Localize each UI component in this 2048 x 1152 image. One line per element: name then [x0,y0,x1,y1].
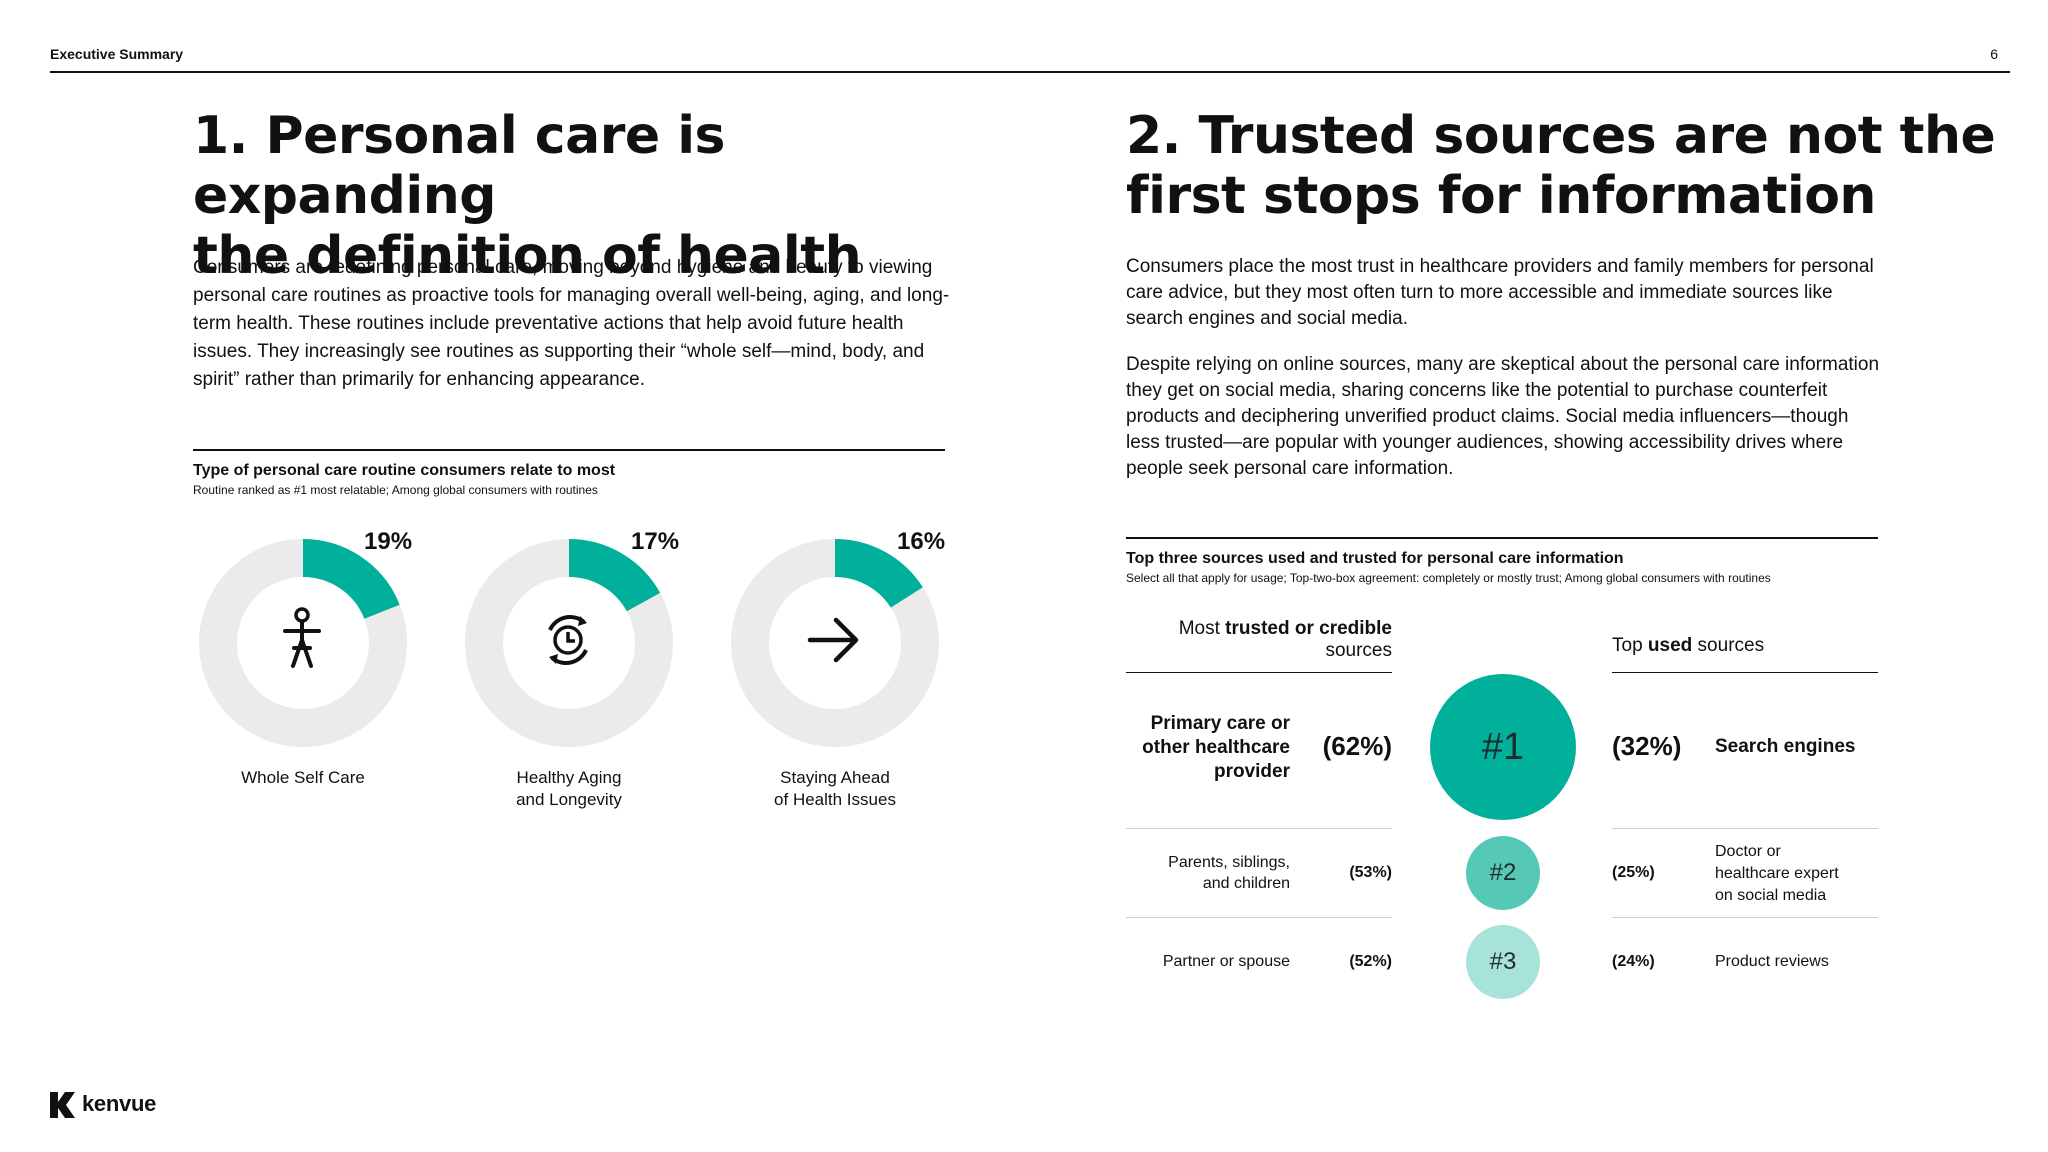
row3-trusted-pct: (52%) [1349,953,1392,970]
row1-trusted-l3: provider [1213,761,1290,782]
donut-label-healthy-aging-l1: Healthy Aging [516,768,622,787]
donut-pct-whole-self: 19% [364,528,413,555]
donut-segment [302,539,400,620]
row2-trusted-source: Parents, siblings, and children [1110,852,1290,894]
used-column-header: Top used sources [1612,635,1878,657]
header-divider [50,71,2010,73]
row2-trusted-l2: and children [1202,875,1290,892]
trusted-column-header: Most trusted or credible sources [1126,618,1392,662]
right-body-2: Despite relying on online sources, many … [1126,354,1880,479]
rank-1-label: #1 [1481,725,1525,768]
donut-segment [834,539,923,609]
row3-trusted-source: Partner or spouse [1162,953,1290,970]
row1-trusted-l1: Primary care or [1150,713,1290,734]
left-chart-title: Type of personal care routine consumers … [193,462,616,479]
row1-used-source: Search engines [1715,736,1856,757]
row2-used-divider [1612,917,1878,918]
right-body-1: Consumers place the most trust in health… [1126,256,1874,329]
trusted-header-rule [1126,672,1392,673]
donut-label-healthy-aging-l2: and Longevity [516,790,622,809]
donut-charts [199,539,939,747]
trusted-header-bold: trusted or credible [1225,618,1392,639]
rank-1-circle: #1 [1430,674,1576,820]
rank-2-circle: #2 [1466,836,1540,910]
trusted-header-post: sources [1325,640,1392,661]
donut-label-staying-ahead-l1: Staying Ahead [780,768,890,787]
left-title-line2: the definition of health [193,226,862,286]
left-title: 1. Personal care is expanding the defini… [193,106,1033,286]
row1-used-pct: (32%) [1612,731,1682,761]
section-label: Executive Summary [50,46,184,62]
left-chart-rule [193,449,945,451]
row2-trusted-divider [1126,917,1392,918]
clock-cycle-icon [548,615,588,665]
used-header-post: sources [1692,635,1765,656]
row1-trusted-pct: (62%) [1322,731,1392,761]
donut-label-staying-ahead-l2: of Health Issues [774,790,896,809]
row2-used-l2: healthcare expert [1715,865,1839,882]
row2-used-pct: (25%) [1612,864,1655,881]
arrow-right-icon [807,617,859,663]
rank-3-circle: #3 [1466,925,1540,999]
rank-2-label: #2 [1489,859,1517,886]
used-header-bold: used [1647,635,1693,656]
row3-used-pct: (24%) [1612,953,1655,970]
row2-trusted-pct: (53%) [1349,864,1392,881]
donut-segment [568,539,661,612]
donut-pct-staying-ahead: 16% [897,528,946,555]
row1-trusted-divider [1126,828,1392,829]
right-title: 2. Trusted sources are not the first sto… [1126,106,2006,226]
row2-used-source: Doctor or healthcare expert on social me… [1715,841,1839,907]
row3-used-source: Product reviews [1715,953,1829,970]
row2-used-l3: on social media [1715,887,1827,904]
row1-trusted-source: Primary care or other healthcare provide… [1110,712,1290,784]
donut-label-staying-ahead: Staying Ahead of Health Issues [715,767,955,811]
donut-label-whole-self: Whole Self Care [241,768,365,787]
right-table-title: Top three sources used and trusted for p… [1126,550,1624,567]
kenvue-logo-text: kenvue [82,1091,157,1116]
right-table-rule [1126,537,1878,539]
donut-label-healthy-aging: Healthy Aging and Longevity [449,767,689,811]
left-chart-subtitle: Routine ranked as #1 most relatable; Amo… [193,483,598,497]
left-title-line1: 1. Personal care is expanding [193,106,725,226]
left-body: Consumers are redefining personal care, … [193,257,950,390]
trusted-header-pre: Most [1178,618,1226,639]
used-header-pre: Top [1612,635,1648,656]
donut-pct-healthy-aging: 17% [631,528,680,555]
page-number: 6 [1990,46,1998,62]
right-table-subtitle: Select all that apply for usage; Top-two… [1126,571,1771,585]
used-header-rule [1612,672,1878,673]
person-icon [283,607,321,668]
row1-used-divider [1612,828,1878,829]
right-title-line2: first stops for information [1126,166,1876,226]
kenvue-logo-mark [50,1092,75,1118]
row2-trusted-l1: Parents, siblings, [1168,854,1290,871]
row2-used-l1: Doctor or [1715,843,1781,860]
right-title-line1: 2. Trusted sources are not the [1126,106,1996,166]
rank-3-label: #3 [1489,948,1517,975]
row1-trusted-l2: other healthcare [1142,737,1290,758]
